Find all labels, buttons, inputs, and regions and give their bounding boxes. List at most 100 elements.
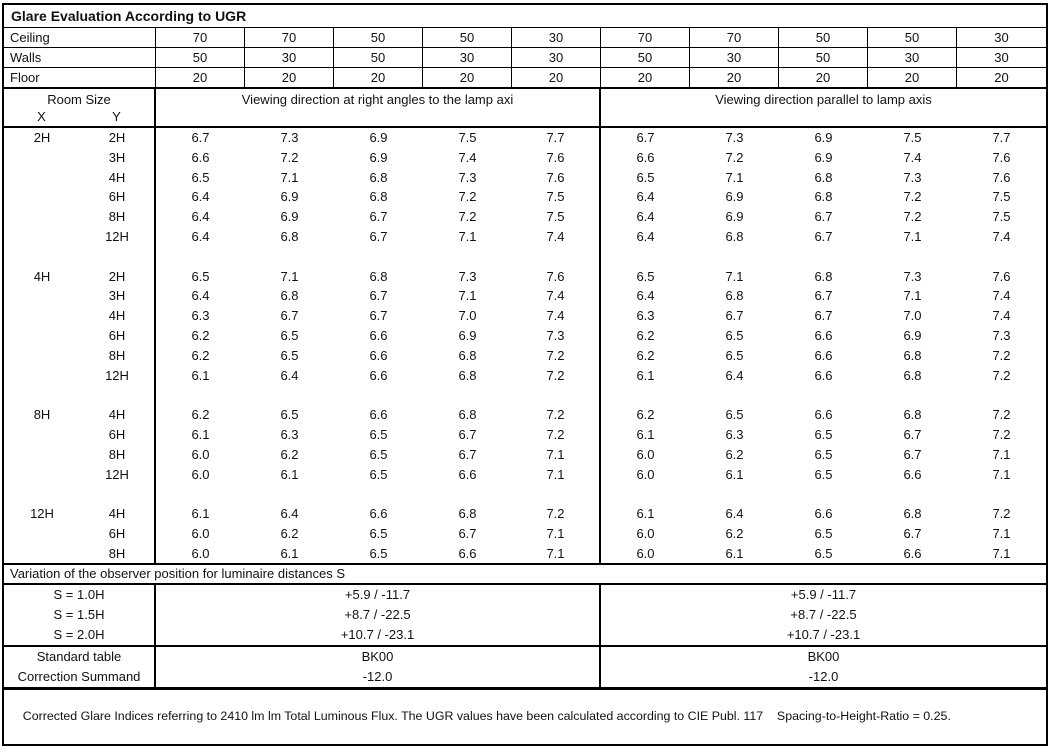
ugr-value: 6.6: [903, 466, 922, 482]
ugr-value: 6.2: [191, 328, 210, 344]
surface-value: 30: [994, 50, 1009, 66]
summary-value-right: -12.0: [808, 669, 839, 685]
ugr-value: 6.0: [636, 446, 655, 462]
room-y-label: 6H: [80, 523, 156, 544]
ugr-value: 7.5: [992, 189, 1011, 205]
ugr-value: 6.4: [725, 506, 744, 522]
ugr-value: 6.5: [636, 169, 655, 185]
ugr-value: 6.8: [725, 288, 744, 304]
column-header-row: Room Size X Y Viewing direction at right…: [4, 89, 1046, 128]
spacer-row: [4, 246, 1046, 267]
room-size-label: Room Size: [47, 92, 111, 108]
surface-value: 50: [423, 28, 512, 48]
ugr-value: 6.7: [814, 288, 833, 304]
surface-value: 30: [690, 48, 779, 68]
ugr-value: 6.9: [369, 130, 388, 146]
surface-value: 70: [601, 28, 690, 48]
ugr-value: 6.8: [280, 288, 299, 304]
surface-value: 20: [423, 68, 512, 88]
ugr-value: 6.5: [814, 545, 833, 561]
ugr-value: 7.4: [992, 229, 1011, 245]
x-column-label: X: [37, 109, 46, 125]
room-x-label: [4, 345, 80, 365]
ugr-value: 7.3: [512, 325, 601, 346]
summary-rows: Standard table BK00 BK00 Correction Summand…: [4, 644, 1046, 687]
room-y-label: 4H: [80, 404, 156, 425]
viewing-direction-right-angles-header: Viewing direction at right angles to the…: [156, 89, 601, 126]
spacer-cell: [601, 484, 1046, 504]
ugr-value: 6.7: [369, 288, 388, 304]
ugr-value: 6.2: [191, 347, 210, 363]
ugr-value: 7.4: [903, 149, 922, 165]
ugr-value: 6.8: [458, 407, 477, 423]
ugr-value: 6.7: [280, 308, 299, 324]
data-row: 4H 6.5 7.1 6.8 7.3 7.6 6.5 7.1 6.8 7.3 7.6: [4, 167, 1046, 188]
spacer-cell: [156, 484, 601, 504]
luminaire-distance-label: S = 1.5H: [4, 604, 156, 625]
xy-axis-labels: X Y: [4, 109, 154, 124]
ugr-value: 7.6: [512, 167, 601, 188]
ugr-value: 7.4: [512, 286, 601, 306]
ugr-value: 7.3: [992, 328, 1011, 344]
ugr-value: 6.4: [191, 288, 210, 304]
ugr-value: 6.0: [636, 545, 655, 561]
ugr-value: 7.7: [512, 127, 601, 148]
ugr-value: 6.4: [280, 367, 299, 383]
data-row: 3H 6.6 7.2 6.9 7.4 7.6 6.6 7.2 6.9 7.4 7.6: [4, 147, 1046, 168]
variation-section-header: Variation of the observer position for l…: [4, 563, 1046, 585]
surface-value: 30: [423, 48, 512, 68]
ugr-value: 7.1: [992, 466, 1011, 482]
ugr-value: 6.9: [725, 209, 744, 225]
ugr-value: 6.7: [458, 526, 477, 541]
ugr-value: 6.8: [903, 506, 922, 522]
data-row: 2H 2H 6.7 7.3 6.9 7.5 7.7 6.7 7.3 6.9 7.5 7.7: [4, 127, 1046, 148]
ugr-value: 6.8: [458, 506, 477, 522]
surface-value: 20: [994, 70, 1009, 86]
surface-value: 20: [245, 68, 334, 88]
surface-value: 70: [156, 28, 245, 48]
ugr-value: 6.6: [369, 506, 388, 522]
surface-reflectance-rows: Ceiling 70 70 50 50 30 70 70 50 50 30 Walls 50 30 50 30…: [4, 28, 1046, 90]
ugr-value: 6.5: [814, 466, 833, 482]
summary-value-left: -12.0: [156, 666, 601, 687]
ugr-value: 7.1: [992, 545, 1011, 561]
ugr-value: 6.0: [191, 446, 210, 462]
surface-value: 70: [690, 28, 779, 48]
data-row: 6H 6.1 6.3 6.5 6.7 7.2 6.1 6.3 6.5 6.7 7.2: [4, 424, 1046, 445]
viewing-direction-parallel-header: Viewing direction parallel to lamp axis: [715, 92, 932, 108]
ugr-value: 6.2: [636, 347, 655, 363]
ugr-value: 6.7: [903, 526, 922, 541]
ugr-value: 6.1: [725, 545, 744, 561]
ugr-value: 7.1: [512, 444, 601, 465]
ugr-value: 6.4: [725, 367, 744, 383]
ugr-value: 7.2: [512, 365, 601, 386]
ugr-value: 7.5: [512, 206, 601, 227]
ugr-value: 6.6: [814, 506, 833, 522]
variation-value-rows: S = 1.0H +5.9 / -11.7 +5.9 / -11.7 S = 1.5H…: [4, 584, 1046, 645]
ugr-value: 6.5: [369, 446, 388, 462]
ugr-value: 6.1: [636, 367, 655, 383]
ugr-value: 7.2: [512, 424, 601, 445]
surface-value: 50: [868, 28, 957, 48]
ugr-value: 6.0: [636, 466, 655, 482]
ugr-value: 6.9: [458, 328, 477, 344]
ugr-value: 6.2: [280, 446, 299, 462]
ugr-value: 6.3: [280, 427, 299, 443]
spacer-cell: [4, 385, 156, 405]
room-y-label: 6H: [80, 325, 156, 346]
spacer-cell: [4, 246, 156, 267]
ugr-value: 6.7: [191, 130, 210, 146]
room-y-label: 8H: [80, 206, 156, 227]
room-x-label: [4, 167, 80, 187]
ugr-value: 7.2: [280, 149, 299, 165]
surface-value: 30: [245, 48, 334, 68]
table-title: Glare Evaluation According to UGR: [11, 8, 247, 25]
surface-label: Walls: [4, 48, 156, 68]
ugr-value: 6.4: [191, 229, 210, 245]
ugr-value: 6.7: [814, 209, 833, 225]
data-row: 8H 6.4 6.9 6.7 7.2 7.5 6.4 6.9 6.7 7.2 7.5: [4, 206, 1046, 227]
surface-value: 50: [156, 48, 245, 68]
ugr-value: 7.2: [992, 407, 1011, 423]
surface-value: 50: [779, 28, 868, 48]
ugr-value: 6.5: [280, 407, 299, 423]
